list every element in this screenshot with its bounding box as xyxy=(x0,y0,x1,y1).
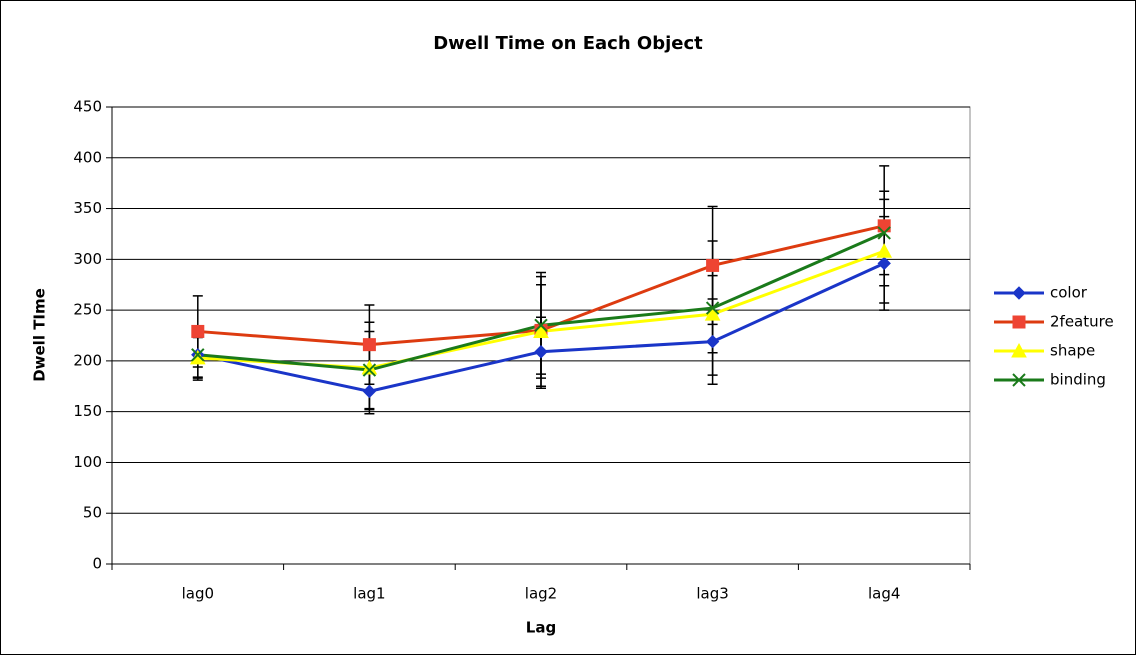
point xyxy=(704,306,721,321)
y-tick-label: 200 xyxy=(73,351,102,369)
legend-marker xyxy=(1012,373,1026,387)
y-tick-label: 250 xyxy=(73,301,102,319)
x-axis-label: Lag xyxy=(526,619,556,637)
legend-marker xyxy=(1012,315,1026,329)
point xyxy=(534,345,548,359)
y-tick-label: 50 xyxy=(83,504,102,522)
y-tick-label: 150 xyxy=(73,402,102,420)
point xyxy=(534,318,548,333)
legend-marker xyxy=(1012,286,1026,300)
legend-label: binding xyxy=(1050,371,1106,389)
x-tick-label: lag4 xyxy=(868,585,900,603)
y-tick-label: 100 xyxy=(73,453,102,471)
point xyxy=(362,338,376,352)
x-tick-label: lag2 xyxy=(525,585,557,603)
legend-label: 2feature xyxy=(1050,313,1114,331)
chart-title: Dwell Time on Each Object xyxy=(433,33,703,54)
legend-marker xyxy=(1011,342,1027,358)
legend-label: shape xyxy=(1050,342,1095,360)
x-tick-label: lag3 xyxy=(696,585,728,603)
point xyxy=(705,334,720,349)
y-tick-label: 400 xyxy=(73,148,102,166)
point xyxy=(876,243,893,258)
point xyxy=(362,384,377,399)
point xyxy=(362,363,377,377)
y-tick-label: 300 xyxy=(73,250,102,268)
point xyxy=(191,324,205,338)
point xyxy=(877,256,891,271)
y-tick-label: 450 xyxy=(73,98,102,116)
legend-label: color xyxy=(1050,284,1088,302)
point xyxy=(705,301,720,315)
point xyxy=(877,226,891,240)
x-tick-label: lag1 xyxy=(353,585,385,603)
point xyxy=(706,258,720,272)
x-tick-label: lag0 xyxy=(182,585,214,603)
point xyxy=(533,323,549,338)
y-tick-label: 0 xyxy=(92,555,102,573)
y-tick-label: 350 xyxy=(73,199,102,217)
y-axis-label: Dwell TIme xyxy=(31,288,49,382)
point xyxy=(191,348,205,362)
